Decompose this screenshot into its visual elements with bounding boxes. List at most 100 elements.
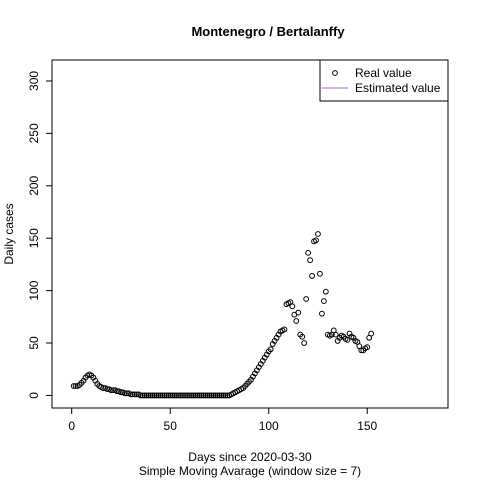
point: [147, 392, 154, 399]
point: [190, 392, 197, 399]
point: [100, 385, 107, 391]
point: [309, 273, 315, 279]
point: [143, 392, 150, 399]
point: [303, 296, 310, 302]
point: [177, 392, 183, 399]
x-tick-label: 150: [357, 419, 377, 433]
point: [149, 392, 156, 399]
y-axis-label: Daily cases: [2, 203, 16, 264]
legend-box: [319, 59, 449, 102]
y-tick-label: 250: [27, 123, 41, 143]
point: [200, 392, 207, 399]
point: [183, 392, 189, 399]
point: [208, 392, 215, 399]
point: [129, 391, 136, 398]
point: [104, 386, 111, 393]
point: [267, 346, 274, 353]
point: [214, 392, 221, 399]
point: [72, 383, 79, 389]
point: [127, 391, 134, 398]
point: [281, 326, 288, 333]
point: [108, 387, 115, 394]
legend-marker: [332, 70, 338, 76]
point: [188, 392, 195, 399]
point: [301, 340, 308, 346]
point: [121, 390, 128, 397]
point: [194, 392, 201, 399]
point: [163, 392, 170, 399]
point: [289, 303, 296, 310]
y-tick-label: 150: [27, 228, 41, 248]
point: [202, 392, 209, 399]
x-axis-label: Days since 2020-03-30: [188, 450, 312, 464]
point: [332, 331, 339, 338]
point: [114, 388, 120, 395]
chart-title: Montenegro / Bertalanffy: [191, 24, 345, 39]
point: [206, 392, 213, 399]
point: [145, 392, 152, 399]
point: [299, 333, 306, 340]
legend-label: Estimated value: [355, 81, 441, 95]
point: [187, 392, 193, 399]
point: [222, 392, 229, 399]
point: [220, 392, 227, 399]
point: [322, 288, 329, 295]
point: [305, 249, 312, 256]
point: [216, 392, 223, 399]
point: [157, 392, 164, 399]
point: [192, 392, 199, 399]
point: [161, 392, 168, 399]
point: [317, 270, 323, 277]
point: [167, 392, 174, 399]
point: [155, 392, 162, 399]
point: [133, 391, 140, 398]
point: [165, 392, 172, 399]
point: [175, 392, 181, 399]
point: [171, 392, 178, 399]
x-tick-label: 0: [68, 419, 75, 433]
point: [364, 344, 371, 351]
point: [320, 298, 327, 304]
y-tick-label: 0: [27, 392, 41, 399]
subtitle: Simple Moving Avarage (window size = 7): [139, 464, 361, 478]
point: [196, 392, 203, 399]
point: [70, 383, 77, 389]
point: [179, 392, 185, 399]
point: [153, 392, 160, 399]
point: [173, 392, 180, 399]
point: [131, 391, 138, 398]
point: [198, 392, 205, 399]
point: [118, 389, 124, 396]
point: [212, 392, 219, 399]
point: [139, 392, 146, 399]
point: [185, 392, 191, 399]
point: [151, 392, 158, 399]
point: [110, 387, 116, 394]
point: [344, 336, 351, 343]
y-tick-label: 100: [27, 280, 41, 300]
point: [210, 392, 217, 399]
y-tick-label: 300: [27, 71, 41, 91]
point: [315, 231, 321, 237]
point: [307, 257, 313, 264]
plot-frame: [51, 59, 449, 409]
point: [319, 310, 325, 317]
y-tick-label: 200: [27, 175, 41, 195]
x-tick-label: 50: [164, 419, 178, 433]
point: [141, 392, 148, 399]
point: [293, 318, 300, 324]
point: [159, 392, 166, 399]
point: [368, 330, 375, 337]
point: [181, 392, 187, 399]
point: [218, 392, 225, 399]
point: [169, 392, 176, 399]
y-tick-label: 50: [27, 336, 41, 350]
point: [295, 309, 302, 316]
point: [224, 392, 231, 399]
point: [137, 392, 144, 399]
point: [123, 390, 130, 397]
legend-label: Real value: [355, 66, 412, 80]
x-tick-label: 100: [259, 419, 279, 433]
point: [204, 392, 211, 399]
